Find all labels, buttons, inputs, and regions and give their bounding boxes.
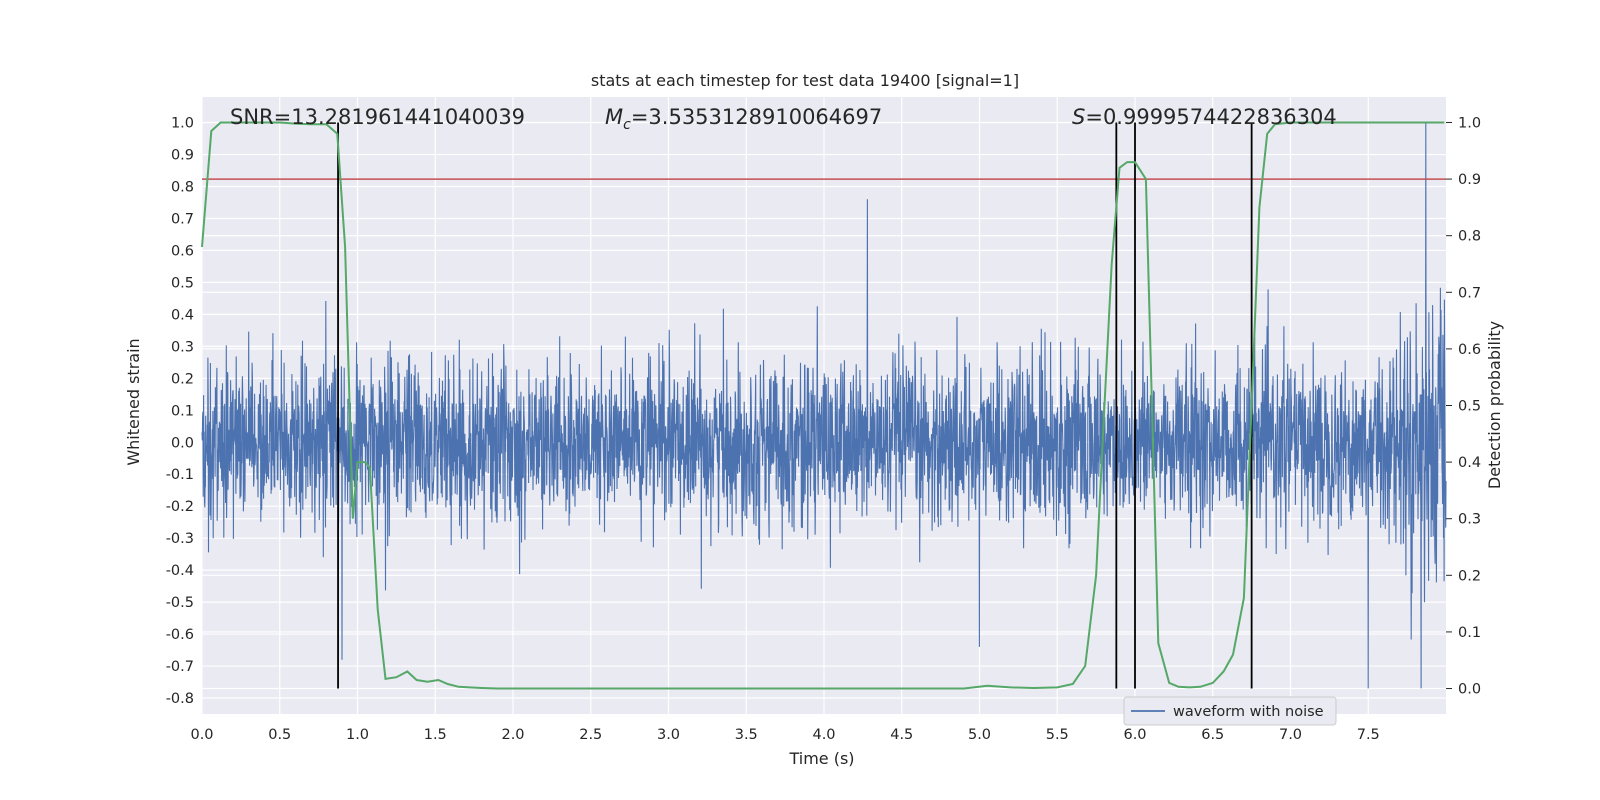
- y-right-tick-label: 1.0: [1458, 115, 1481, 131]
- y-right-tick-label: 0.0: [1458, 682, 1481, 698]
- s-value: =0.9999574422836304: [1085, 105, 1336, 129]
- y-left-tick-label: 0.6: [171, 243, 194, 259]
- y-right-axis-label: Detection probability: [1485, 321, 1504, 489]
- y-right-tick-label: 0.2: [1458, 568, 1481, 584]
- x-tick-label: 5.5: [1046, 727, 1069, 743]
- y-left-tick-label: -0.4: [166, 563, 194, 579]
- probability-line: [201, 121, 1445, 690]
- y-left-tick-label: 0.5: [171, 275, 194, 291]
- legend: waveform with noise: [1123, 696, 1337, 726]
- x-tick-label: 4.0: [812, 727, 835, 743]
- x-tick-label: 7.5: [1357, 727, 1380, 743]
- y-left-tick-label: 0.4: [171, 307, 194, 323]
- y-left-tick-label: -0.7: [166, 659, 194, 675]
- x-tick-label: 5.0: [968, 727, 991, 743]
- y-right-tick-label: 0.3: [1458, 512, 1481, 528]
- waveform-line: [201, 122, 1447, 689]
- mc-annotation: Mc=3.5353128910064697: [605, 105, 882, 133]
- x-axis-label: Time (s): [788, 749, 854, 768]
- y-right-tick-label: 0.7: [1458, 285, 1481, 301]
- y-left-tick-label: 0.0: [171, 435, 194, 451]
- x-tick-label: 1.0: [346, 727, 369, 743]
- y-right-tick-label: 0.4: [1458, 455, 1481, 471]
- y-left-tick-label: 0.9: [171, 148, 194, 164]
- x-tick-label: 3.5: [735, 727, 758, 743]
- y-right-tick-label: 0.1: [1458, 625, 1481, 641]
- y-right-axis-ticks: 0.0 0.1 0.2 0.3 0.4 0.5 0.6 0.7 0.8 0.9 1.0: [1446, 115, 1481, 698]
- x-tick-label: 6.0: [1123, 727, 1146, 743]
- x-tick-label: 0.5: [268, 727, 291, 743]
- gridlines: [201, 97, 1446, 714]
- probability-series: [201, 121, 1445, 690]
- y-left-tick-label: 0.1: [171, 403, 194, 419]
- x-tick-label: 3.0: [657, 727, 680, 743]
- s-annotation: S=0.9999574422836304: [1072, 105, 1337, 129]
- waveform-series: [201, 122, 1447, 689]
- s-symbol: S: [1072, 105, 1085, 129]
- y-left-tick-label: -0.6: [166, 627, 194, 643]
- y-left-tick-label: -0.5: [166, 595, 194, 611]
- y-left-axis-ticks: -0.8 -0.7 -0.6 -0.5 -0.4 -0.3 -0.2 -0.1 0.0 0.1 0.…: [166, 116, 194, 707]
- y-left-tick-label: -0.1: [166, 467, 194, 483]
- x-tick-label: 7.0: [1279, 727, 1302, 743]
- y-left-tick-label: -0.8: [166, 691, 194, 707]
- chart-title: stats at each timestep for test data 194…: [591, 71, 1019, 90]
- mc-subscript: c: [623, 117, 631, 133]
- y-left-tick-label: 0.3: [171, 339, 194, 355]
- x-tick-label: 2.0: [501, 727, 524, 743]
- y-right-tick-label: 0.5: [1458, 399, 1481, 415]
- y-left-tick-label: -0.2: [166, 499, 194, 515]
- y-left-tick-label: 1.0: [171, 116, 194, 132]
- mc-symbol: M: [605, 105, 623, 129]
- mc-value: =3.5353128910064697: [631, 105, 882, 129]
- y-left-tick-label: 0.2: [171, 371, 194, 387]
- y-right-tick-label: 0.8: [1458, 229, 1481, 245]
- x-tick-label: 4.5: [890, 727, 913, 743]
- x-tick-label: 0.0: [190, 727, 213, 743]
- x-tick-label: 2.5: [579, 727, 602, 743]
- legend-label-waveform: waveform with noise: [1173, 704, 1324, 720]
- snr-annotation: SNR=13.281961441040039: [230, 105, 525, 129]
- x-tick-label: 6.5: [1201, 727, 1224, 743]
- legend-box: [1123, 696, 1337, 726]
- x-tick-label: 1.5: [424, 727, 447, 743]
- y-left-tick-label: 0.7: [171, 211, 194, 227]
- x-axis-ticks: 0.0 0.5 1.0 1.5 2.0 2.5 3.0 3.5 4.0 4.5 5.0 5.5 6.0 6…: [190, 727, 1379, 743]
- y-left-axis-label: Whitened strain: [124, 338, 143, 465]
- y-right-tick-label: 0.9: [1458, 172, 1481, 188]
- y-right-tick-label: 0.6: [1458, 342, 1481, 358]
- y-left-tick-label: -0.3: [166, 531, 194, 547]
- y-left-tick-label: 0.8: [171, 180, 194, 196]
